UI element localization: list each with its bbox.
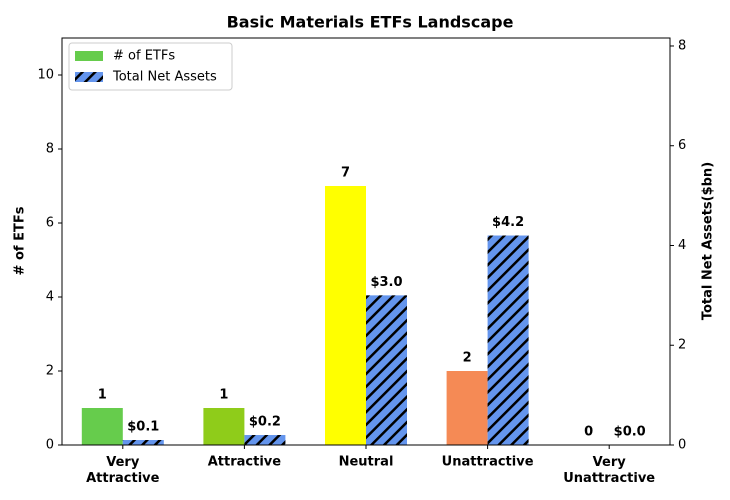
legend-swatch — [75, 51, 103, 61]
data-label: 7 — [341, 166, 350, 181]
data-label: 2 — [463, 351, 472, 366]
bar — [446, 371, 488, 445]
y2-tick-label: 6 — [678, 138, 686, 153]
y-tick-label: 2 — [46, 364, 54, 379]
data-label: $0.1 — [127, 420, 159, 435]
x-tick-label: Very Unattractive — [563, 455, 655, 486]
bar — [81, 408, 123, 445]
data-label: $4.2 — [492, 215, 524, 230]
x-tick-label: Unattractive — [442, 455, 534, 470]
bar-hatch — [366, 295, 407, 445]
bar — [325, 186, 366, 445]
y-tick-label: 6 — [46, 216, 54, 231]
legend-box — [68, 42, 233, 91]
bar-hatch — [122, 440, 164, 445]
data-label: $3.0 — [370, 275, 402, 290]
y2-axis-label: Total Net Assets($bn) — [701, 162, 716, 320]
x-tick-label: Attractive — [208, 455, 282, 470]
legend-label: Total Net Assets — [112, 70, 217, 85]
x-tick-label: Very Attractive — [86, 455, 160, 486]
y2-tick-label: 2 — [678, 338, 686, 353]
legend-label: # of ETFs — [113, 49, 175, 64]
bar-hatch — [487, 235, 529, 445]
y-tick-label: 0 — [46, 438, 54, 453]
x-tick-label: Neutral — [339, 455, 394, 470]
chart-title: Basic Materials ETFs Landscape — [227, 13, 514, 32]
data-label: 1 — [219, 388, 228, 403]
bar — [203, 408, 245, 445]
y2-tick-label: 8 — [678, 38, 686, 53]
y-tick-label: 4 — [46, 290, 54, 305]
y-axis-label: # of ETFs — [13, 206, 28, 275]
data-label: $0.2 — [249, 415, 281, 430]
y2-tick-label: 0 — [678, 438, 686, 453]
bar-hatch — [244, 435, 286, 445]
data-label: 0 — [584, 425, 593, 440]
plot-frame — [61, 37, 671, 446]
data-label: $0.0 — [614, 425, 646, 440]
y-tick-label: 10 — [37, 68, 54, 83]
data-label: 1 — [98, 388, 107, 403]
legend-swatch-hatch — [75, 72, 103, 82]
y-tick-label: 8 — [46, 142, 54, 157]
y2-tick-label: 4 — [678, 238, 686, 253]
